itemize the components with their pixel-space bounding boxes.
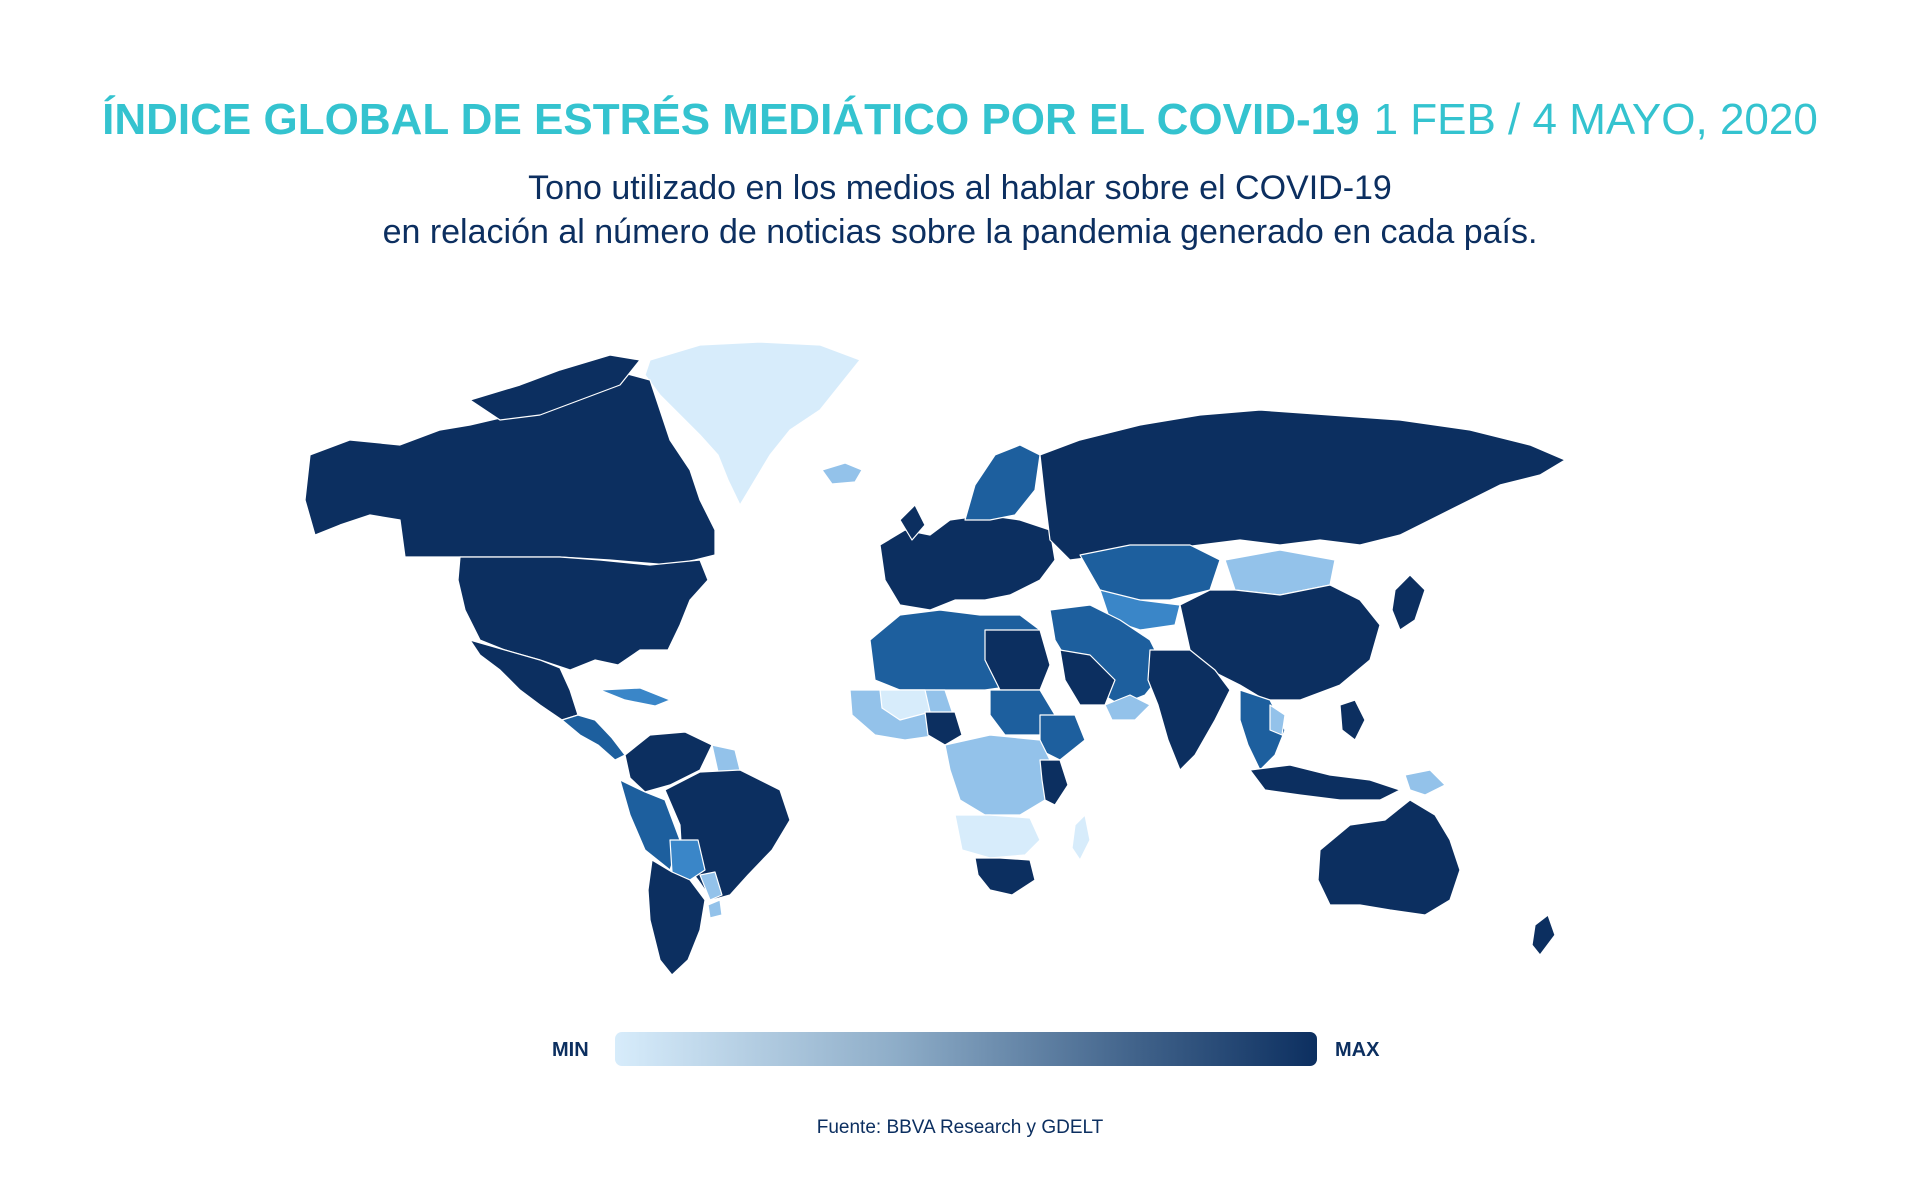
region-iceland — [821, 462, 863, 485]
region-mali — [879, 689, 931, 721]
region-nigeria — [924, 711, 963, 746]
title-main: ÍNDICE GLOBAL DE ESTRÉS MEDIÁTICO POR EL… — [102, 95, 1360, 144]
region-greenland — [644, 341, 861, 506]
region-southern-africa-north — [954, 814, 1041, 859]
region-bolivia — [669, 839, 706, 881]
region-uk — [899, 504, 926, 541]
region-arctic-islands — [469, 354, 641, 421]
region-china — [1179, 584, 1381, 701]
region-scandinavia — [964, 444, 1041, 521]
title-date-range: 1 FEB / 4 MAYO, 2020 — [1373, 95, 1818, 144]
region-usa — [457, 556, 709, 671]
legend-min-label: MIN — [552, 1039, 589, 1061]
region-russia — [1039, 409, 1566, 561]
region-southern-cone — [647, 859, 706, 975]
region-india — [1147, 649, 1231, 771]
subtitle-line-1: Tono utilizado en los medios al hablar s… — [528, 169, 1392, 207]
region-madagascar — [1071, 814, 1091, 861]
region-guyanas — [711, 744, 741, 773]
region-europe — [879, 514, 1056, 611]
region-caribbean — [599, 687, 671, 707]
region-paraguay — [699, 871, 723, 901]
region-canada — [304, 371, 716, 566]
region-uruguay — [707, 899, 723, 919]
region-australia — [1317, 799, 1461, 916]
map-subtitle: Tono utilizado en los medios al hablar s… — [0, 166, 1920, 254]
region-philippines — [1339, 699, 1366, 741]
region-new-zealand — [1531, 914, 1556, 956]
region-central-africa — [944, 734, 1056, 816]
region-indonesia — [1249, 764, 1401, 801]
subtitle-line-2: en relación al número de noticias sobre … — [382, 213, 1538, 251]
region-japan — [1391, 574, 1426, 631]
region-yemen-oman — [1104, 694, 1151, 721]
region-east-africa — [1039, 759, 1069, 806]
region-papua-new-guinea — [1404, 769, 1446, 796]
map-title: ÍNDICE GLOBAL DE ESTRÉS MEDIÁTICO POR EL… — [0, 92, 1920, 148]
region-south-africa — [974, 857, 1036, 896]
color-legend: MIN MAX — [0, 1032, 1920, 1068]
region-central-america — [561, 714, 626, 761]
region-thailand — [1269, 704, 1286, 736]
legend-max-label: MAX — [1335, 1039, 1380, 1061]
world-map — [300, 335, 1590, 975]
region-colombia-venezuela — [624, 731, 713, 793]
legend-gradient-bar — [615, 1032, 1317, 1066]
source-note: Fuente: BBVA Research y GDELT — [816, 1117, 1104, 1138]
